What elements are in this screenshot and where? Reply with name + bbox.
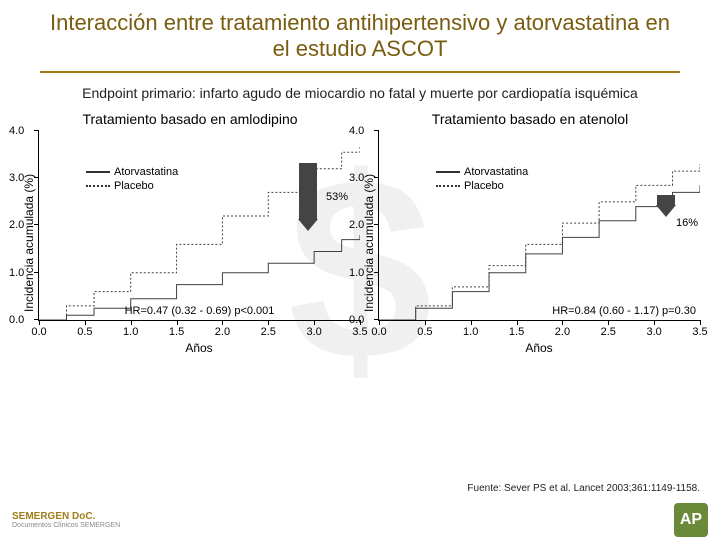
x-tick: 3.0	[306, 326, 321, 338]
y-tick: 3.0	[9, 172, 24, 184]
y-tick: 2.0	[349, 219, 364, 231]
x-tick: 3.0	[646, 326, 661, 338]
right-hr-text: HR=0.84 (0.60 - 1.17) p=0.30	[379, 305, 700, 317]
footer-logo-text: SEMERGEN DoC.	[12, 511, 95, 522]
x-tick: 3.5	[692, 326, 707, 338]
x-tick: 2.5	[261, 326, 276, 338]
x-tick: 1.0	[463, 326, 478, 338]
right-effect: 16%	[676, 217, 698, 229]
x-axis-label: Años	[378, 341, 700, 355]
x-tick: 2.0	[555, 326, 570, 338]
source-citation: Fuente: Sever PS et al. Lancet 2003;361:…	[467, 483, 700, 494]
x-tick: 0.0	[371, 326, 386, 338]
legend-atorva: Atorvastatina	[464, 166, 528, 178]
x-axis-label: Años	[38, 341, 360, 355]
right-curves	[379, 131, 700, 320]
left-panel: Tratamiento basado en amlodipino Inciden…	[20, 111, 360, 355]
y-tick: 0.0	[349, 314, 364, 326]
left-arrow-icon	[298, 163, 318, 231]
footer-badge: AP	[674, 503, 708, 537]
right-panel: Tratamiento basado en atenolol Incidenci…	[360, 111, 700, 355]
legend-atorva: Atorvastatina	[114, 166, 178, 178]
slide-title: Interacción entre tratamiento antihipert…	[0, 0, 720, 69]
right-arrow-icon	[656, 195, 676, 217]
x-tick: 1.5	[169, 326, 184, 338]
y-tick: 4.0	[349, 125, 364, 137]
x-tick: 0.0	[31, 326, 46, 338]
left-effect: 53%	[326, 191, 348, 203]
legend-placebo: Placebo	[464, 180, 504, 192]
y-tick: 2.0	[9, 219, 24, 231]
legend-placebo: Placebo	[114, 180, 154, 192]
y-tick: 3.0	[349, 172, 364, 184]
left-hr-text: HR=0.47 (0.32 - 0.69) p<0.001	[39, 305, 360, 317]
chart-panels: Tratamiento basado en amlodipino Inciden…	[0, 101, 720, 355]
right-legend: Atorvastatina Placebo	[434, 163, 530, 195]
y-tick: 1.0	[349, 267, 364, 279]
x-tick: 2.5	[601, 326, 616, 338]
title-rule	[40, 71, 680, 73]
slide-subtitle: Endpoint primario: infarto agudo de mioc…	[0, 85, 720, 101]
x-tick: 0.5	[77, 326, 92, 338]
x-tick: 1.0	[123, 326, 138, 338]
footer: SEMERGEN DoC. Documentos Clínicos SEMERG…	[0, 500, 720, 540]
x-tick: 0.5	[417, 326, 432, 338]
right-panel-title: Tratamiento basado en atenolol	[360, 111, 700, 127]
footer-logo: SEMERGEN DoC. Documentos Clínicos SEMERG…	[12, 511, 120, 529]
x-tick: 1.5	[509, 326, 524, 338]
left-plot: Atorvastatina Placebo 53% HR=0.47 (0.32 …	[38, 131, 360, 321]
right-plot: Atorvastatina Placebo 16% HR=0.84 (0.60 …	[378, 131, 700, 321]
x-tick: 2.0	[215, 326, 230, 338]
footer-logo-sub: Documentos Clínicos SEMERGEN	[12, 522, 120, 529]
y-tick: 1.0	[9, 267, 24, 279]
y-tick: 4.0	[9, 125, 24, 137]
y-tick: 0.0	[9, 314, 24, 326]
left-legend: Atorvastatina Placebo	[84, 163, 180, 195]
left-panel-title: Tratamiento basado en amlodipino	[20, 111, 360, 127]
